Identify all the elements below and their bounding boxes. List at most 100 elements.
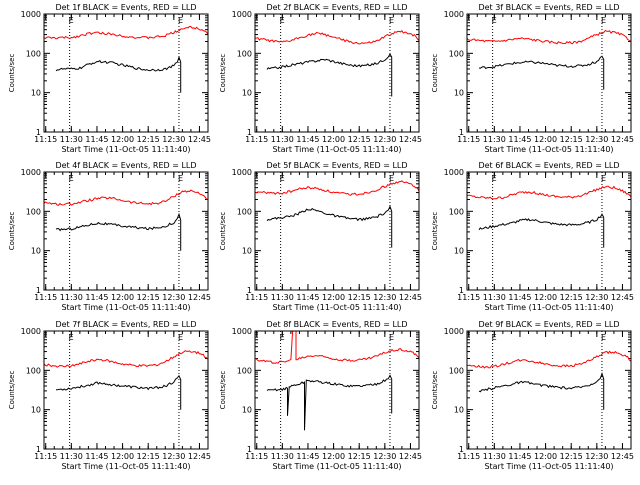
events-series-line (478, 55, 605, 90)
event-marker-label: E (178, 174, 183, 183)
x-tick-label: 12:45 (399, 293, 422, 302)
x-axis-label: Start Time (11-Oct-05 11:11:40) (61, 462, 190, 471)
panel-9: Det 9f BLACK = Events, RED = LLD Counts/s… (431, 320, 634, 471)
x-tick-label: 12:45 (611, 293, 634, 302)
x-tick-label: 11:30 (271, 452, 294, 461)
x-tick-label: 11:45 (508, 452, 531, 461)
y-tick-label: 1000 (232, 10, 252, 19)
panel-title: Det 8f BLACK = Events, RED = LLD (266, 320, 407, 329)
event-marker-label: E (601, 174, 606, 183)
x-tick-label: 12:15 (137, 452, 160, 461)
x-tick-label: 12:15 (560, 452, 583, 461)
x-tick-label: 12:00 (322, 293, 345, 302)
y-tick-label: 1 (459, 445, 464, 454)
x-axis-label: Start Time (11-Oct-05 11:11:40) (61, 145, 190, 154)
x-tick-label: 11:30 (60, 452, 83, 461)
x-tick-label: 11:15 (34, 135, 57, 144)
x-tick-label: 11:15 (245, 135, 268, 144)
y-tick-label: 10 (242, 89, 252, 98)
lld-series-line (255, 29, 419, 45)
x-tick-label: 12:15 (560, 293, 583, 302)
y-tick-label: 10 (31, 89, 41, 98)
x-axis-label: Start Time (11-Oct-05 11:11:40) (61, 303, 190, 312)
panel-title: Det 2f BLACK = Events, RED = LLD (266, 3, 407, 12)
y-tick-label: 100 (237, 366, 252, 375)
x-tick-label: 12:15 (348, 293, 371, 302)
event-marker-label: E (492, 174, 497, 183)
y-axis-label: Counts/sec (219, 54, 227, 93)
y-tick-label: 10 (31, 247, 41, 256)
y-tick-label: 1 (36, 286, 41, 295)
lld-series-line (255, 331, 419, 364)
x-tick-label: 11:45 (508, 135, 531, 144)
x-tick-label: 11:15 (245, 293, 268, 302)
x-tick-label: 12:00 (111, 135, 134, 144)
event-marker-label: E (178, 333, 183, 342)
x-tick-label: 11:30 (483, 135, 506, 144)
x-tick-label: 12:30 (373, 452, 396, 461)
y-tick-label: 10 (454, 406, 464, 415)
x-tick-label: 12:30 (585, 452, 608, 461)
y-tick-label: 100 (237, 49, 252, 58)
x-tick-label: 12:00 (534, 452, 557, 461)
x-axis-label: Start Time (11-Oct-05 11:11:40) (484, 303, 613, 312)
lld-series-line (255, 180, 419, 196)
x-axis-label: Start Time (11-Oct-05 11:11:40) (272, 145, 401, 154)
plot-frame (466, 171, 632, 291)
x-axis-label: Start Time (11-Oct-05 11:11:40) (484, 462, 613, 471)
plot-frame (43, 13, 209, 133)
lld-series-line (467, 185, 631, 200)
y-tick-label: 10 (454, 89, 464, 98)
events-series-line (266, 52, 393, 97)
panel-1: Det 1f BLACK = Events, RED = LLD Counts/s… (8, 3, 211, 154)
y-tick-label: 10 (454, 247, 464, 256)
panel-4: Det 4f BLACK = Events, RED = LLD Counts/s… (8, 161, 211, 312)
y-tick-label: 1000 (21, 10, 41, 19)
event-marker-label: E (280, 333, 285, 342)
x-axis-label: Start Time (11-Oct-05 11:11:40) (484, 145, 613, 154)
x-tick-label: 11:30 (60, 293, 83, 302)
y-tick-label: 1000 (444, 327, 464, 336)
x-tick-label: 11:45 (296, 293, 319, 302)
x-tick-label: 11:30 (483, 293, 506, 302)
x-tick-label: 12:30 (162, 293, 185, 302)
panel-8: Det 8f BLACK = Events, RED = LLD Counts/s… (219, 320, 422, 471)
events-series-line (55, 212, 182, 251)
event-marker-label: E (69, 333, 74, 342)
panel-title: Det 4f BLACK = Events, RED = LLD (55, 161, 196, 170)
event-marker-label: E (601, 333, 606, 342)
event-marker-label: E (389, 174, 394, 183)
plot-frame (254, 13, 420, 133)
y-tick-label: 10 (242, 406, 252, 415)
x-tick-label: 11:45 (85, 452, 108, 461)
x-tick-label: 12:45 (611, 135, 634, 144)
event-marker-label: E (389, 333, 394, 342)
x-tick-label: 12:15 (348, 452, 371, 461)
y-tick-label: 1000 (232, 327, 252, 336)
event-marker-label: E (492, 16, 497, 25)
y-tick-label: 1 (36, 445, 41, 454)
y-tick-label: 100 (449, 49, 464, 58)
panel-title: Det 3f BLACK = Events, RED = LLD (478, 3, 619, 12)
event-marker-label: E (178, 16, 183, 25)
x-tick-label: 11:15 (457, 452, 480, 461)
x-tick-label: 12:00 (534, 293, 557, 302)
x-tick-label: 12:30 (162, 135, 185, 144)
y-tick-label: 1 (459, 286, 464, 295)
x-tick-label: 12:00 (322, 452, 345, 461)
x-tick-label: 12:45 (188, 293, 211, 302)
y-axis-label: Counts/sec (8, 54, 16, 93)
event-marker-label: E (601, 16, 606, 25)
event-marker-label: E (69, 174, 74, 183)
x-tick-label: 11:45 (296, 452, 319, 461)
x-tick-label: 12:30 (373, 293, 396, 302)
y-tick-label: 1 (36, 128, 41, 137)
y-tick-label: 100 (237, 207, 252, 216)
event-marker-label: E (389, 16, 394, 25)
plot-frame (43, 171, 209, 291)
events-series-line (478, 213, 605, 248)
y-tick-label: 1 (459, 128, 464, 137)
x-tick-label: 12:15 (137, 293, 160, 302)
panel-title: Det 6f BLACK = Events, RED = LLD (478, 161, 619, 170)
